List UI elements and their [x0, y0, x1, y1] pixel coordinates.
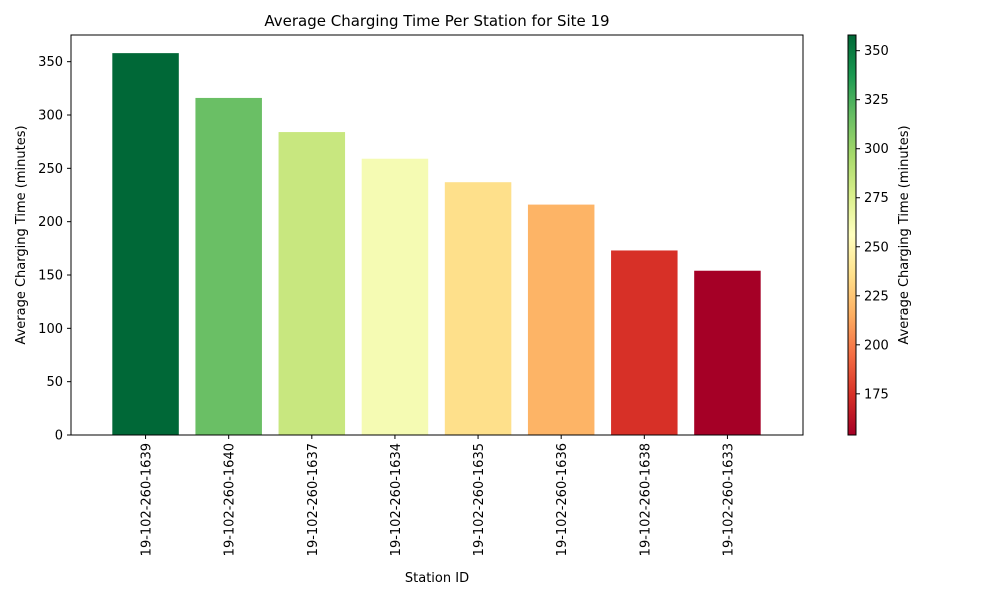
- y-tick-label: 350: [38, 55, 63, 70]
- y-tick-label: 300: [38, 109, 63, 124]
- x-tick-label: 19-102-260-1638: [638, 443, 653, 556]
- y-axis-label: Average Charging Time (minutes): [14, 125, 29, 344]
- bar: [278, 132, 346, 436]
- bar: [195, 97, 262, 435]
- x-tick-label: 19-102-260-1639: [140, 443, 155, 556]
- x-tick-label: 19-102-260-1633: [721, 443, 736, 556]
- colorbar-label: Average Charging Time (minutes): [897, 125, 912, 344]
- bar: [527, 204, 595, 435]
- bar: [361, 158, 429, 435]
- plot-frame: [70, 34, 804, 436]
- x-tick-label: 19-102-260-1640: [223, 443, 238, 556]
- bars: [112, 53, 761, 436]
- colorbar-tick-label: 250: [864, 240, 889, 255]
- chart-title: Average Charging Time Per Station for Si…: [264, 12, 609, 30]
- x-axis-label: Station ID: [405, 571, 469, 586]
- colorbar-tick-label: 175: [864, 387, 889, 402]
- bar: [694, 270, 761, 435]
- x-axis-ticks: 19-102-260-1639 19-102-260-1640 19-102-260…: [140, 435, 736, 556]
- y-tick-label: 200: [38, 215, 63, 230]
- bar: [611, 250, 678, 435]
- y-tick-label: 0: [55, 429, 63, 444]
- y-tick-label: 50: [46, 375, 63, 390]
- y-tick-label: 250: [38, 162, 63, 177]
- y-tick-label: 150: [38, 269, 63, 284]
- colorbar-tick-label: 225: [864, 289, 889, 304]
- bar: [112, 53, 179, 436]
- x-tick-label: 19-102-260-1637: [306, 443, 321, 556]
- colorbar-tick-label: 300: [864, 142, 889, 157]
- colorbar-tick-label: 350: [864, 44, 889, 59]
- y-axis-ticks: 0 50 100 150 200 250 300 350: [38, 55, 71, 444]
- colorbar: [847, 34, 857, 436]
- colorbar-ticks: 175 200 225 250 275 300 325 350: [856, 44, 889, 402]
- bar: [444, 182, 512, 435]
- colorbar-tick-label: 325: [864, 93, 889, 108]
- x-tick-label: 19-102-260-1634: [389, 443, 404, 556]
- x-tick-label: 19-102-260-1636: [555, 443, 570, 556]
- colorbar-tick-label: 275: [864, 191, 889, 206]
- colorbar-tick-label: 200: [864, 338, 889, 353]
- x-tick-label: 19-102-260-1635: [472, 443, 487, 556]
- y-tick-label: 100: [38, 322, 63, 337]
